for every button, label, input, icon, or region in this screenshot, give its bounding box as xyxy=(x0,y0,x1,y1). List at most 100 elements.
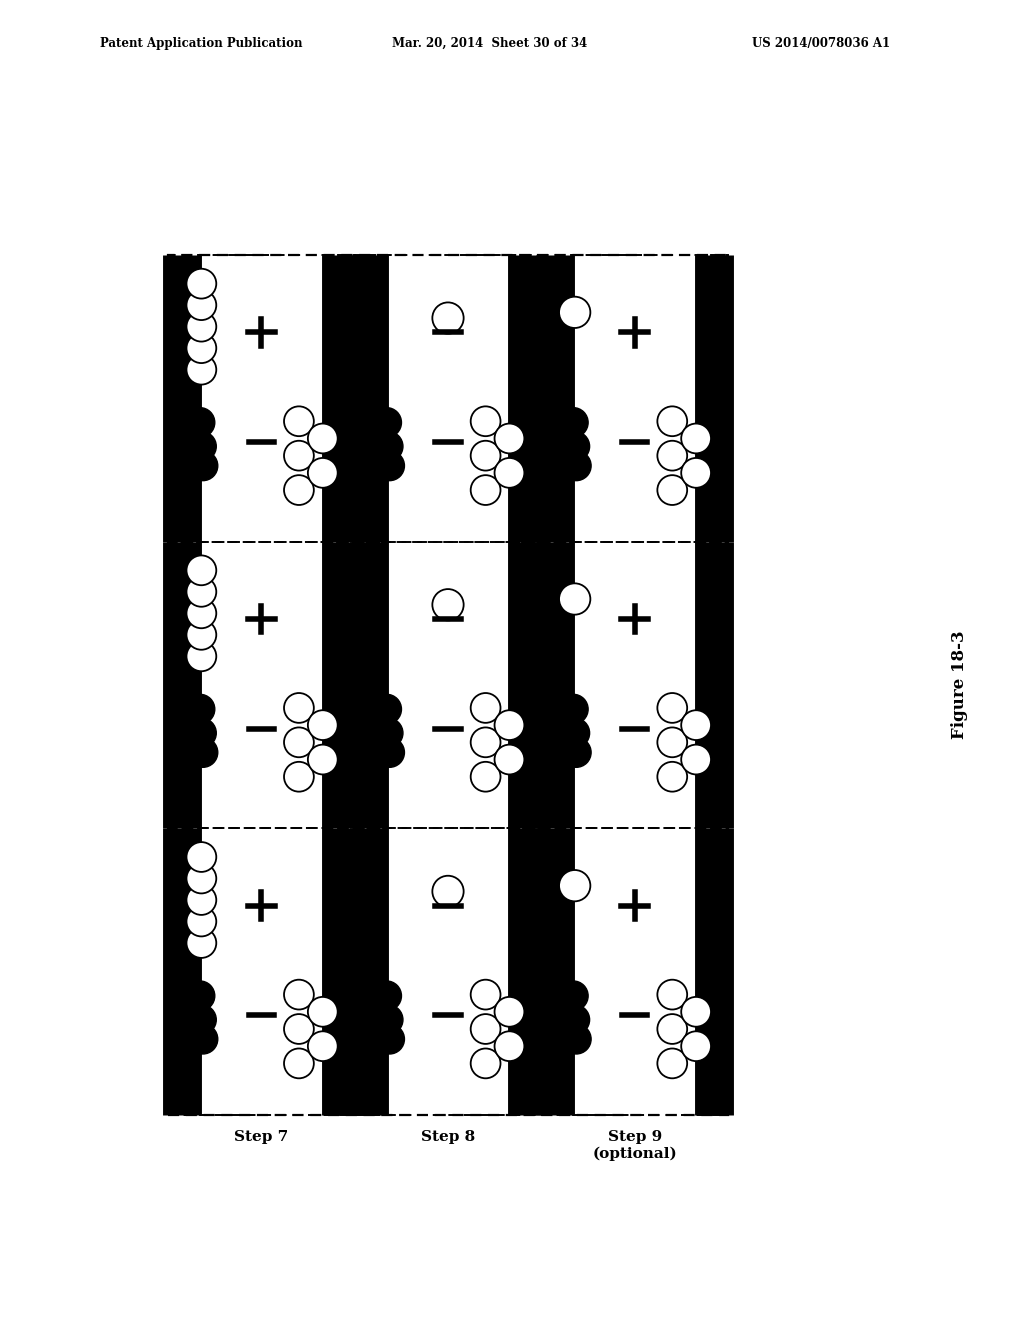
Circle shape xyxy=(681,997,711,1027)
Circle shape xyxy=(284,1014,313,1044)
Circle shape xyxy=(681,424,711,453)
Circle shape xyxy=(495,744,524,775)
Circle shape xyxy=(358,739,388,768)
Circle shape xyxy=(353,1007,384,1038)
Circle shape xyxy=(657,727,687,758)
Circle shape xyxy=(558,408,588,437)
Circle shape xyxy=(545,739,574,768)
Text: US 2014/0078036 A1: US 2014/0078036 A1 xyxy=(752,37,890,50)
Circle shape xyxy=(308,710,338,741)
Circle shape xyxy=(561,738,591,767)
Circle shape xyxy=(185,981,215,1011)
Circle shape xyxy=(560,718,590,748)
Circle shape xyxy=(372,981,401,1011)
Circle shape xyxy=(373,1005,403,1035)
Circle shape xyxy=(372,408,401,437)
Circle shape xyxy=(541,1007,570,1038)
Circle shape xyxy=(558,694,588,725)
Circle shape xyxy=(284,475,313,506)
Circle shape xyxy=(356,990,386,1020)
Bar xyxy=(542,255,728,541)
Circle shape xyxy=(284,979,313,1010)
Bar xyxy=(354,829,542,1115)
Circle shape xyxy=(308,458,338,488)
Circle shape xyxy=(172,1026,202,1056)
Circle shape xyxy=(495,458,524,488)
Circle shape xyxy=(356,417,386,446)
Circle shape xyxy=(681,1031,711,1061)
Circle shape xyxy=(560,432,590,461)
Circle shape xyxy=(681,710,711,741)
Circle shape xyxy=(657,979,687,1010)
Circle shape xyxy=(284,727,313,758)
Circle shape xyxy=(167,1007,197,1038)
Circle shape xyxy=(561,1024,591,1053)
Circle shape xyxy=(186,886,216,915)
Circle shape xyxy=(471,1048,501,1078)
Circle shape xyxy=(681,458,711,488)
Circle shape xyxy=(186,642,216,672)
Circle shape xyxy=(545,453,574,482)
Circle shape xyxy=(545,1026,574,1056)
Circle shape xyxy=(353,721,384,751)
Circle shape xyxy=(471,407,501,436)
Circle shape xyxy=(284,407,313,436)
Circle shape xyxy=(186,928,216,958)
Circle shape xyxy=(657,1048,687,1078)
Circle shape xyxy=(561,451,591,480)
Bar xyxy=(168,255,728,1115)
Circle shape xyxy=(186,556,216,585)
Circle shape xyxy=(186,333,216,363)
Circle shape xyxy=(186,718,216,748)
Circle shape xyxy=(657,407,687,436)
Circle shape xyxy=(284,693,313,723)
Circle shape xyxy=(358,453,388,482)
Circle shape xyxy=(544,704,573,733)
Text: Step 9
(optional): Step 9 (optional) xyxy=(592,1130,677,1160)
Circle shape xyxy=(308,424,338,453)
Circle shape xyxy=(471,727,501,758)
Circle shape xyxy=(353,434,384,465)
Circle shape xyxy=(471,979,501,1010)
Circle shape xyxy=(186,863,216,894)
Circle shape xyxy=(432,875,464,907)
Bar xyxy=(354,541,542,829)
Circle shape xyxy=(544,990,573,1020)
Circle shape xyxy=(471,475,501,506)
Circle shape xyxy=(188,451,218,480)
Bar xyxy=(542,541,728,829)
Circle shape xyxy=(372,694,401,725)
Bar xyxy=(168,829,354,1115)
Circle shape xyxy=(167,434,197,465)
Circle shape xyxy=(375,738,404,767)
Circle shape xyxy=(560,1005,590,1035)
Circle shape xyxy=(172,453,202,482)
Circle shape xyxy=(186,907,216,936)
Circle shape xyxy=(186,290,216,319)
Circle shape xyxy=(358,1026,388,1056)
Text: Step 8: Step 8 xyxy=(421,1130,475,1144)
Circle shape xyxy=(185,694,215,725)
Circle shape xyxy=(541,434,570,465)
Circle shape xyxy=(170,990,200,1020)
Bar xyxy=(354,255,542,541)
Circle shape xyxy=(308,744,338,775)
Circle shape xyxy=(559,583,591,615)
Circle shape xyxy=(186,312,216,342)
Circle shape xyxy=(373,718,403,748)
Circle shape xyxy=(657,1014,687,1044)
Circle shape xyxy=(495,997,524,1027)
Bar xyxy=(168,541,354,829)
Circle shape xyxy=(495,1031,524,1061)
Circle shape xyxy=(284,441,313,470)
Text: Step 7: Step 7 xyxy=(234,1130,289,1144)
Circle shape xyxy=(657,762,687,792)
Circle shape xyxy=(188,1024,218,1053)
Circle shape xyxy=(471,1014,501,1044)
Circle shape xyxy=(657,693,687,723)
Circle shape xyxy=(186,432,216,461)
Circle shape xyxy=(375,451,404,480)
Circle shape xyxy=(375,1024,404,1053)
Circle shape xyxy=(186,842,216,873)
Circle shape xyxy=(186,355,216,384)
